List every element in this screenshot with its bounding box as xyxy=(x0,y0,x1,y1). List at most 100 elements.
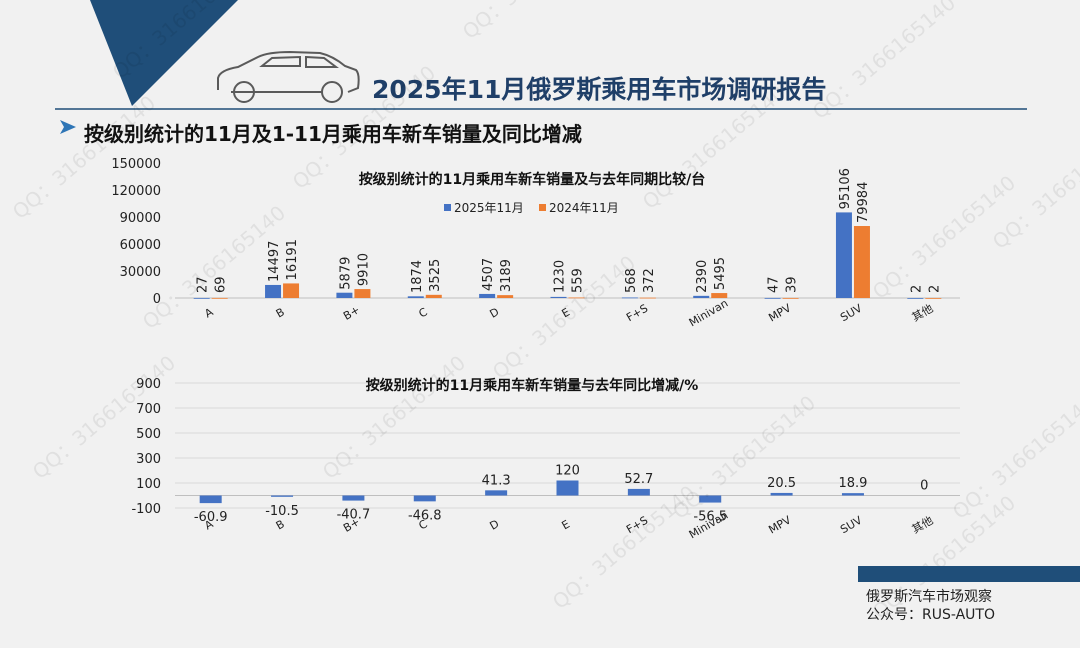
x-tick-label: D xyxy=(487,517,501,533)
data-label: 3525 xyxy=(428,259,443,292)
data-label: 5879 xyxy=(338,257,353,290)
bar xyxy=(425,294,442,298)
bar xyxy=(907,297,924,299)
data-label: 568 xyxy=(624,268,639,293)
bar xyxy=(693,295,710,298)
data-label: 14497 xyxy=(267,241,282,282)
bar xyxy=(639,297,656,299)
y-tick-label: 700 xyxy=(136,402,161,417)
bar xyxy=(479,293,496,298)
bar xyxy=(925,297,942,299)
chart-title: 按级别统计的11月乘用车新车销量及与去年同期比较/台 xyxy=(359,171,706,188)
bar xyxy=(265,284,282,298)
data-label: 18.9 xyxy=(838,476,867,491)
legend-label: 2024年11月 xyxy=(549,201,619,215)
y-tick-label: 150000 xyxy=(111,157,161,172)
y-tick-label: 0 xyxy=(153,292,161,307)
y-tick-label: 90000 xyxy=(120,211,161,226)
y-tick-label: 100 xyxy=(136,477,161,492)
car-icon xyxy=(217,50,360,103)
data-label: 9910 xyxy=(356,253,371,286)
bar xyxy=(497,295,514,298)
x-tick-label: SUV xyxy=(838,513,864,536)
legend-label: 2025年11月 xyxy=(454,201,524,215)
data-label: 69 xyxy=(214,276,229,293)
x-tick-label: 其他 xyxy=(910,514,936,536)
data-label: 52.7 xyxy=(624,472,653,487)
bar xyxy=(354,289,371,298)
footer-account: 公众号：RUS-AUTO xyxy=(866,607,996,623)
y-tick-label: 300 xyxy=(136,452,161,467)
y-tick-label: 30000 xyxy=(120,265,161,280)
bar xyxy=(627,488,650,496)
data-label: 20.5 xyxy=(767,476,796,491)
y-tick-label: 60000 xyxy=(120,238,161,253)
section-subtitle: 按级别统计的11月及1-11月乘用车新车销量及同比增减 xyxy=(84,122,582,146)
bar xyxy=(407,296,424,298)
data-label: -60.9 xyxy=(194,510,228,525)
footer-bar xyxy=(858,566,1080,582)
data-label: 2 xyxy=(927,285,942,293)
bar xyxy=(485,490,508,496)
data-label: 372 xyxy=(642,268,657,293)
data-label: 16191 xyxy=(285,239,300,280)
bar xyxy=(711,293,728,298)
data-label: 5495 xyxy=(713,257,728,290)
bar xyxy=(853,226,870,298)
data-label: 0 xyxy=(920,479,928,494)
bar xyxy=(835,212,852,298)
data-label: 3189 xyxy=(499,259,514,292)
data-label: 1874 xyxy=(410,260,425,293)
data-label: -40.7 xyxy=(337,508,371,523)
bar xyxy=(841,493,864,496)
data-label: 39 xyxy=(785,276,800,293)
y-tick-label: 120000 xyxy=(111,184,161,199)
corner-triangle xyxy=(90,0,238,106)
bar xyxy=(556,480,579,496)
x-tick-label: B xyxy=(274,517,287,532)
chart-title: 按级别统计的11月乘用车新车销量与去年同比增减/% xyxy=(366,377,699,394)
legend-swatch xyxy=(444,204,451,211)
bar xyxy=(199,495,222,504)
data-label: -46.8 xyxy=(408,508,442,523)
bar xyxy=(568,297,585,299)
data-label: 27 xyxy=(196,276,211,293)
data-label: 79984 xyxy=(856,182,871,223)
bar xyxy=(271,495,294,497)
bar xyxy=(770,492,793,496)
data-label: 120 xyxy=(555,464,580,479)
data-label: -56.5 xyxy=(693,510,727,525)
bar xyxy=(193,297,210,299)
bar xyxy=(621,297,638,299)
bar xyxy=(342,495,365,501)
page-title: 2025年11月俄罗斯乘用车市场调研报告 xyxy=(372,75,827,104)
footer-source: 俄罗斯汽车市场观察 xyxy=(866,589,992,605)
x-tick-label: E xyxy=(559,518,572,533)
x-tick-label: MPV xyxy=(766,513,793,536)
y-tick-label: 500 xyxy=(136,427,161,442)
data-label: 1230 xyxy=(553,260,568,293)
y-tick-label: -100 xyxy=(131,502,161,517)
data-label: 4507 xyxy=(481,258,496,291)
bar xyxy=(782,297,799,299)
data-label: 41.3 xyxy=(482,473,511,488)
legend-swatch xyxy=(539,204,546,211)
bar xyxy=(211,297,228,299)
data-label: 2 xyxy=(909,285,924,293)
x-tick-label: F+S xyxy=(624,514,650,537)
bar xyxy=(283,283,300,298)
bar xyxy=(764,297,781,299)
bar xyxy=(413,495,436,502)
bar xyxy=(336,292,353,298)
data-label: 95106 xyxy=(838,168,853,209)
data-label: 47 xyxy=(767,276,782,293)
data-label: 2390 xyxy=(695,260,710,293)
bullet-arrow-icon xyxy=(60,120,76,134)
data-label: 559 xyxy=(571,268,586,293)
data-label: -10.5 xyxy=(265,504,299,519)
bar xyxy=(699,495,722,503)
